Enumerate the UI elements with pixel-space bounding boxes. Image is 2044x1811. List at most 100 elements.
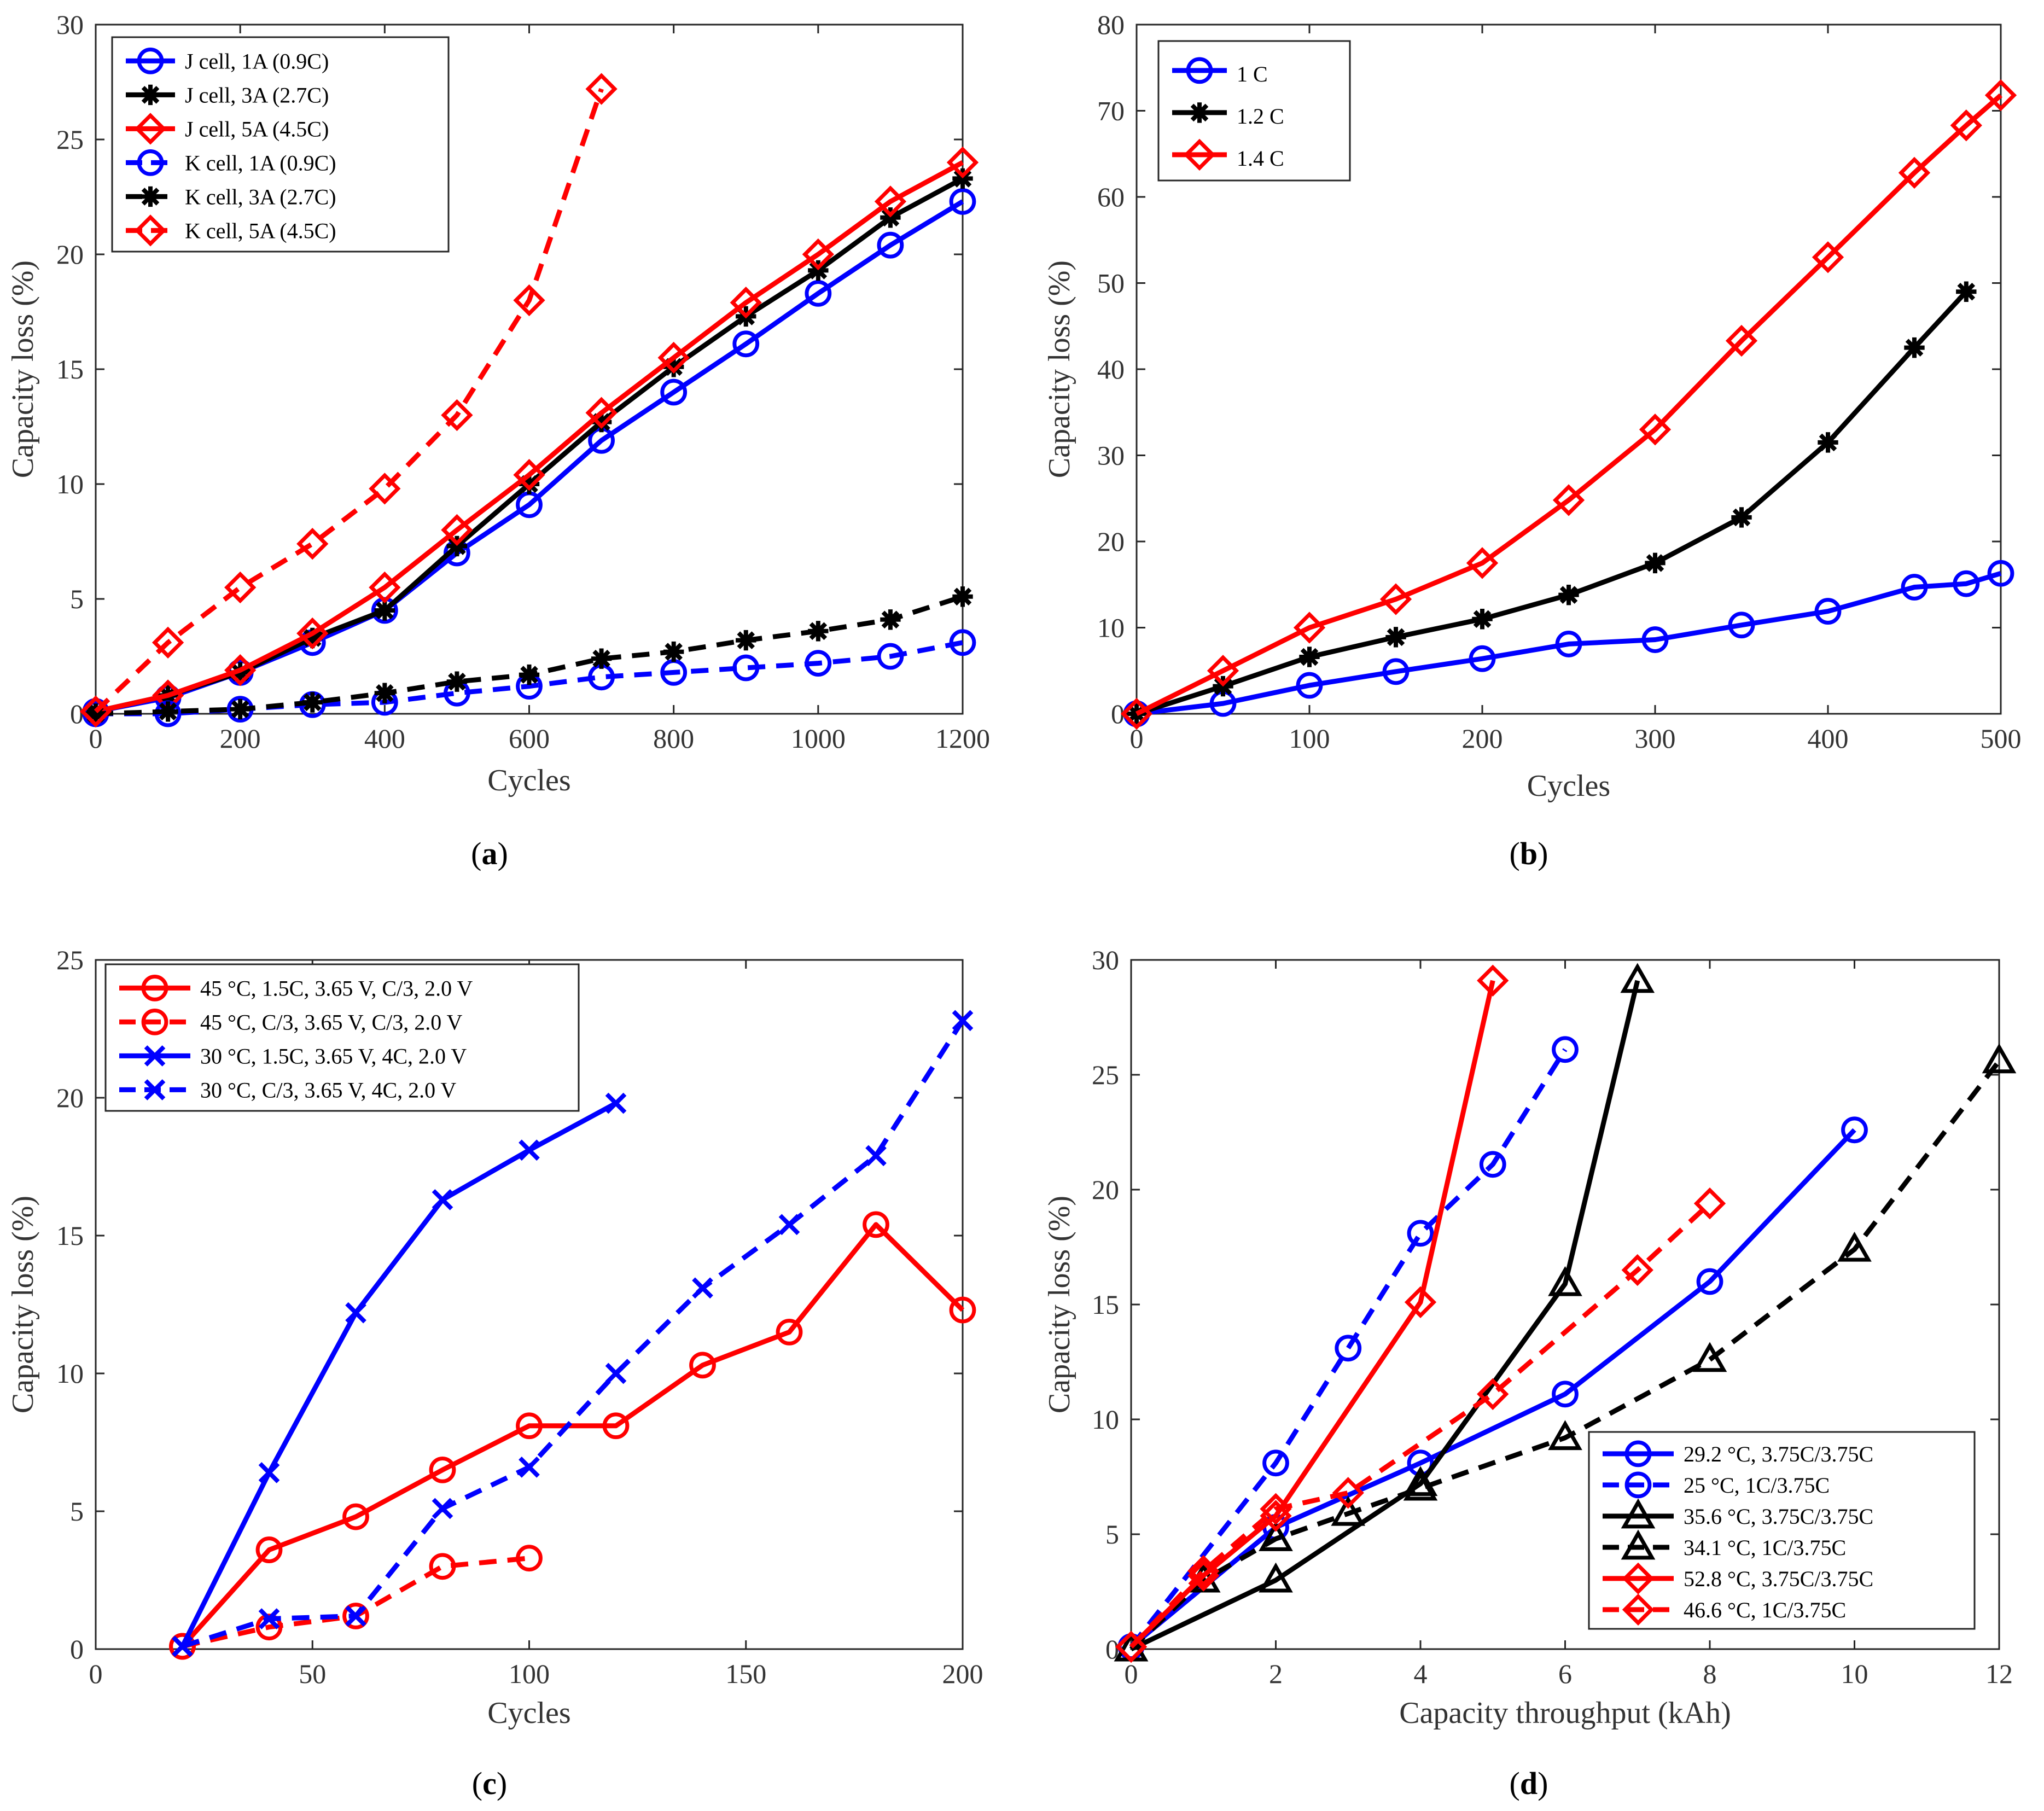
chart-a-x-tick-label: 1200 <box>935 723 990 754</box>
chart-c-legend-entry: 45 °C, C/3, 3.65 V, C/3, 2.0 V <box>200 1010 463 1034</box>
chart-b-data-point <box>1299 647 1320 667</box>
chart-a-legend-swatch-marker <box>137 149 164 176</box>
chart-d-data-point <box>1115 1631 1148 1663</box>
chart-d-y-tick-label: 10 <box>1092 1404 1119 1435</box>
chart-c-legend-entry: 30 °C, C/3, 3.65 V, 4C, 2.0 V <box>200 1078 456 1102</box>
chart-c-legend-entry: 45 °C, 1.5C, 3.65 V, C/3, 2.0 V <box>200 976 473 1000</box>
chart-a-data-point <box>952 168 973 189</box>
chart-b-x-tick-label: 500 <box>1981 723 2022 754</box>
chart-b-data-point <box>1207 655 1239 687</box>
chart-a-data-point <box>374 600 395 621</box>
chart-a-data-point <box>296 528 329 560</box>
chart-d-data-point <box>1479 1151 1506 1178</box>
chart-c-data-point <box>172 1635 193 1657</box>
chart-c-legend-swatch-marker <box>144 1045 166 1067</box>
chart-b-data-point <box>1725 324 1758 357</box>
chart-c-legend-swatch-marker <box>141 975 168 1001</box>
chart-b-series-1-c <box>1123 560 2014 727</box>
chart-a-data-point <box>446 671 468 692</box>
chart-b-x-tick-label: 200 <box>1462 723 1503 754</box>
chart-d-data-point <box>1259 1521 1293 1551</box>
chart-a-data-point <box>660 378 688 406</box>
chart-a-data-point <box>802 238 834 271</box>
chart-b-data-point <box>1558 584 1579 605</box>
chart-c-data-point <box>169 1633 196 1660</box>
chart-d-series-line <box>1129 1048 1568 1649</box>
chart-a-x-tick-label: 400 <box>364 723 405 754</box>
chart-b-data-point <box>1469 645 1496 672</box>
chart-a-data-point <box>946 146 979 179</box>
chart-a-data-point <box>296 617 329 650</box>
chart-a-series-k-cell-5a-4-5c <box>79 73 618 727</box>
chart-d-data-point <box>1552 1381 1579 1408</box>
chart-b-x-tick-label: 300 <box>1635 723 1676 754</box>
chart-c-y-tick-label: 20 <box>56 1082 84 1113</box>
chart-d-x-tick-label: 10 <box>1841 1658 1868 1689</box>
chart-b-data-point <box>1984 79 2017 112</box>
chart-a-series-k-cell-3a-2-7c <box>85 586 973 724</box>
chart-c-y-tick-label: 5 <box>70 1496 84 1527</box>
chart-a-data-point <box>230 698 251 720</box>
chart-c-y-tick-label: 0 <box>70 1634 84 1664</box>
chart-b-y-tick-label: 10 <box>1097 613 1125 643</box>
chart-a-data-point <box>736 630 756 651</box>
chart-d-legend-entry: 35.6 °C, 3.75C/3.75C <box>1684 1504 1873 1529</box>
chart-b-data-point <box>1293 612 1326 644</box>
chart-d-data-point <box>1982 1043 2017 1074</box>
chart-a-data-point <box>519 664 540 685</box>
chart-c-y-axis-label: Capacity loss (%) <box>6 1196 40 1413</box>
chart-c-x-axis-label: Cycles <box>487 1696 570 1730</box>
chart-d-x-tick-label: 12 <box>1985 1658 2013 1689</box>
chart-d-legend: 29.2 °C, 3.75C/3.75C 25 °C, 1C/3.75C 35.6 … <box>1588 1431 1976 1630</box>
chart-b-series-line <box>1136 570 2002 717</box>
chart-d-data-point <box>1335 1335 1362 1362</box>
chart-a-data-point <box>585 73 618 105</box>
chart-c-data-point <box>516 1412 543 1440</box>
chart-d-series-line <box>1129 1128 1856 1649</box>
chart-a-data-point <box>808 260 829 281</box>
chart-a-data-point <box>519 474 540 494</box>
chart-d-data-point <box>1837 1231 1872 1262</box>
chart-c-data-point <box>258 1608 280 1629</box>
chart-b-legend-entry: 1.2 C <box>1237 104 1284 129</box>
panel-c: 0 50 100 150 200 0 5 10 15 20 25 Cycles Capacity los… <box>6 945 983 1730</box>
chart-a-data-point <box>877 231 904 259</box>
chart-c-data-point <box>689 1352 716 1379</box>
chart-b-data-point <box>1641 626 1669 653</box>
chart-b-y-tick-label: 20 <box>1097 526 1125 557</box>
panel-b: 0 100 200 300 400 50001020304050607080CyclesC… <box>1043 9 2022 803</box>
chart-c-series-line <box>180 1101 618 1648</box>
chart-a-y-axis-label: Capacity loss (%) <box>6 260 40 478</box>
chart-d-legend-box <box>1588 1431 1976 1630</box>
chart-b-data-point <box>1898 156 1931 189</box>
chart-c-data-point <box>432 1189 453 1210</box>
chart-a-data-point <box>732 330 760 358</box>
chart-a-data-point <box>874 185 907 218</box>
chart-d-x-tick-label: 6 <box>1558 1658 1572 1689</box>
chart-c-x-tick-label: 50 <box>299 1658 326 1689</box>
chart-a-y-tick-label: 5 <box>70 584 84 614</box>
chart-b-data-point <box>1814 598 1842 625</box>
chart-c-data-point <box>776 1319 803 1346</box>
chart-c-x-tick-label: 150 <box>725 1658 766 1689</box>
chart-d-data-point <box>1262 1449 1289 1477</box>
chart-a-y-tick-label: 25 <box>56 124 84 155</box>
chart-d-legend-swatch-marker <box>1624 1471 1652 1499</box>
chart-c-data-point <box>605 1362 627 1384</box>
chart-b-data-point <box>1731 507 1752 528</box>
chart-a-data-point <box>302 692 323 713</box>
chart-a-data-point <box>805 650 832 677</box>
chart-d-data-point <box>1477 964 1509 997</box>
chart-a-legend-box <box>111 36 450 253</box>
chart-d-legend-swatch-marker <box>1624 1440 1652 1468</box>
chart-a-legend-entry: J cell, 3A (2.7C) <box>185 83 329 107</box>
chart-a-x-tick-label: 200 <box>220 723 261 754</box>
chart-b-data-point <box>1645 552 1666 574</box>
chart-d-legend-entry: 25 °C, 1C/3.75C <box>1684 1473 1830 1498</box>
chart-c-y-tick-label: 25 <box>56 945 84 975</box>
chart-a-legend-swatch-marker <box>140 186 161 207</box>
chart-b-data-point <box>1466 547 1499 579</box>
chart-c-legend-entry: 30 °C, 1.5C, 3.65 V, 4C, 2.0 V <box>200 1044 467 1068</box>
chart-b-x-axis-label: Cycles <box>1527 769 1610 803</box>
